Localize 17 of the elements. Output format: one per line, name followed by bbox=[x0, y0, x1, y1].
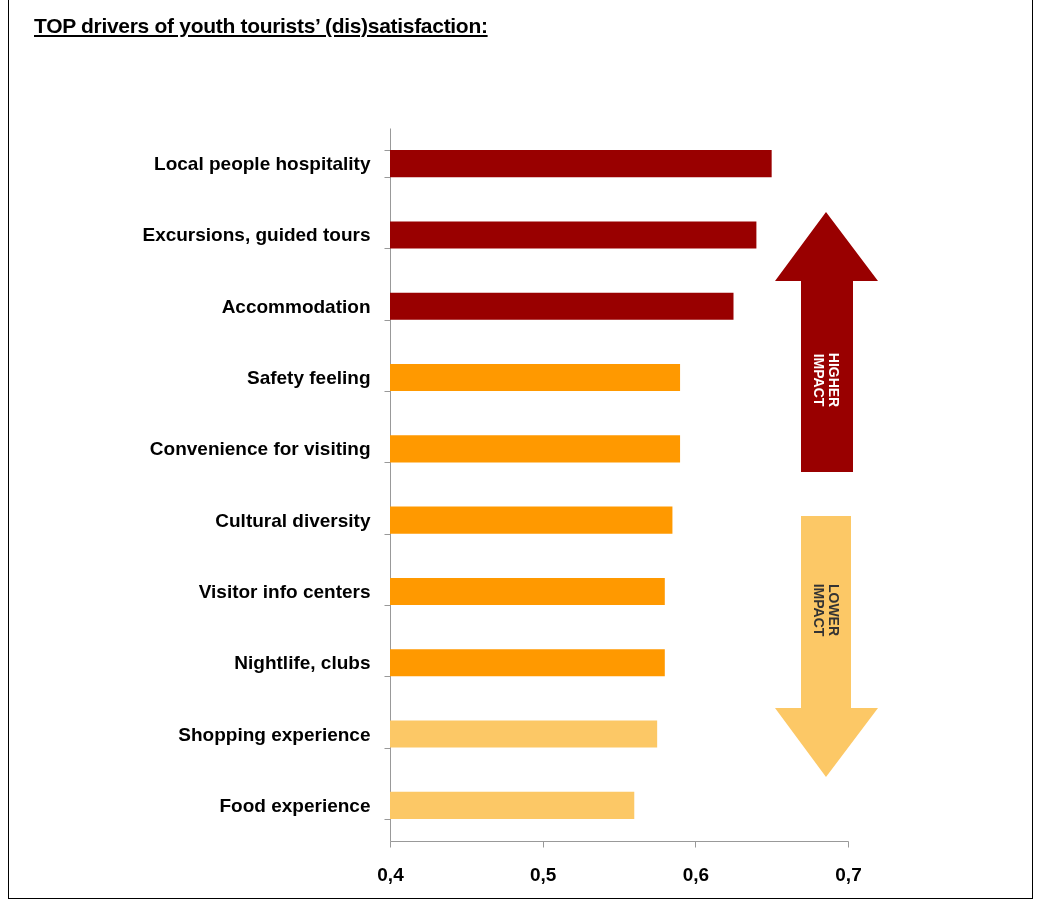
y-tick-label: Food experience bbox=[219, 794, 371, 816]
x-tick-label: 0,4 bbox=[377, 863, 405, 885]
y-tick-label: Local people hospitality bbox=[154, 153, 371, 175]
y-tick-label: Shopping experience bbox=[178, 723, 371, 745]
x-tick-label: 0,5 bbox=[529, 863, 557, 885]
y-tick-label: Nightlife, clubs bbox=[234, 652, 371, 674]
y-tick-label: Excursions, guided tours bbox=[142, 224, 371, 246]
x-tick-label: 0,7 bbox=[835, 863, 862, 885]
x-tick-label: 0,6 bbox=[682, 863, 710, 885]
y-tick-label: Convenience for visiting bbox=[149, 438, 371, 460]
chart-title: TOP drivers of youth tourists’ (dis)satisfaction: bbox=[34, 14, 488, 38]
y-tick-label: Cultural diversity bbox=[215, 509, 371, 531]
y-tick-label: Visitor info centers bbox=[198, 580, 371, 602]
annotation: HIGHER IMPACT bbox=[810, 352, 842, 408]
annotation: LOWER IMPACT bbox=[810, 583, 842, 637]
y-tick-label: Accommodation bbox=[221, 295, 371, 317]
y-tick-label: Safety feeling bbox=[246, 367, 371, 389]
